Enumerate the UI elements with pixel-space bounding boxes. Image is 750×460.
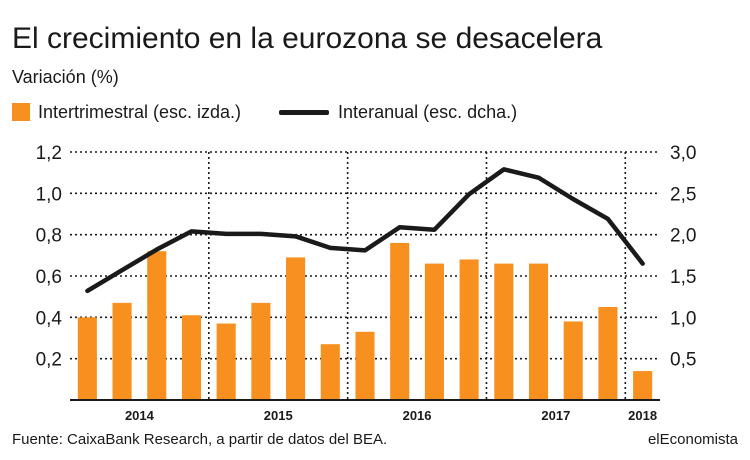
bar (424, 263, 444, 400)
source-note: Fuente: CaixaBank Research, a partir de … (12, 431, 388, 448)
bar (459, 259, 479, 400)
bar (320, 344, 340, 400)
y-left-tick-label: 1,0 (36, 184, 62, 205)
bar (390, 242, 410, 400)
y-left-tick-label: 0,8 (36, 226, 62, 247)
chart-legend: Intertrimestral (esc. izda.) Interanual … (12, 99, 517, 125)
y-left-tick-label: 0,2 (36, 350, 62, 371)
bar (355, 331, 375, 400)
y-right-tick-label: 1,5 (670, 267, 696, 288)
bar (528, 263, 549, 400)
bar (598, 307, 618, 400)
bar (251, 302, 271, 400)
y-right-tick-label: 2,5 (670, 184, 696, 205)
x-tick-label: 2015 (264, 408, 293, 423)
y-right-tick-label: 0,5 (670, 350, 696, 371)
x-tick-label: 2017 (541, 408, 570, 423)
y-right-tick-label: 1,0 (670, 308, 696, 329)
axis-labels: 0,2 0,4 0,6 0,8 1,0 1,2 0,5 1,0 1,5 2,0 2,5 3,0 2014… (36, 143, 697, 423)
chart-title: El crecimiento en la eurozona se desacel… (12, 22, 603, 55)
bar-series (77, 242, 653, 400)
bar (147, 251, 167, 400)
x-tick-label: 2016 (403, 408, 432, 423)
legend-item-bars: Intertrimestral (esc. izda.) (12, 102, 241, 123)
y-left-tick-label: 0,4 (36, 308, 63, 329)
bar (112, 302, 132, 400)
legend-item-line: Interanual (esc. dcha.) (241, 102, 517, 123)
bar (181, 315, 202, 400)
brand-label: elEconomista (647, 431, 738, 448)
x-tick-label: 2014 (125, 408, 155, 423)
bar (563, 321, 583, 400)
legend-line-swatch-icon (279, 109, 330, 115)
interanual-line (85, 167, 645, 294)
bar (286, 257, 306, 400)
chart-subtitle: Variación (%) (12, 67, 119, 87)
x-tick-label: 2018 (628, 408, 657, 423)
y-right-tick-label: 3,0 (670, 143, 696, 164)
y-left-tick-label: 0,6 (36, 267, 62, 288)
bar (494, 263, 514, 400)
legend-line-label: Interanual (esc. dcha.) (338, 101, 518, 122)
bar (216, 323, 236, 400)
y-left-tick-label: 1,2 (36, 143, 62, 164)
bar (77, 317, 97, 400)
legend-bar-swatch-icon (12, 103, 30, 121)
legend-bars-label: Intertrimestral (esc. izda.) (38, 101, 242, 122)
line-series (85, 167, 645, 294)
bar (633, 371, 653, 400)
y-right-tick-label: 2,0 (670, 226, 696, 247)
